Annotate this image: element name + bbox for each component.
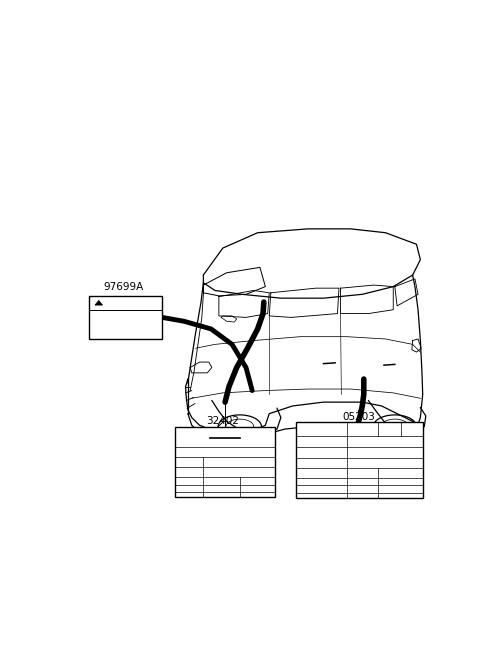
Polygon shape <box>95 300 103 305</box>
Bar <box>296 422 423 498</box>
Text: 32402: 32402 <box>206 417 239 426</box>
Bar <box>175 427 276 497</box>
Text: 05203: 05203 <box>342 412 375 422</box>
Text: 97699A: 97699A <box>103 281 144 292</box>
Bar <box>89 296 162 339</box>
